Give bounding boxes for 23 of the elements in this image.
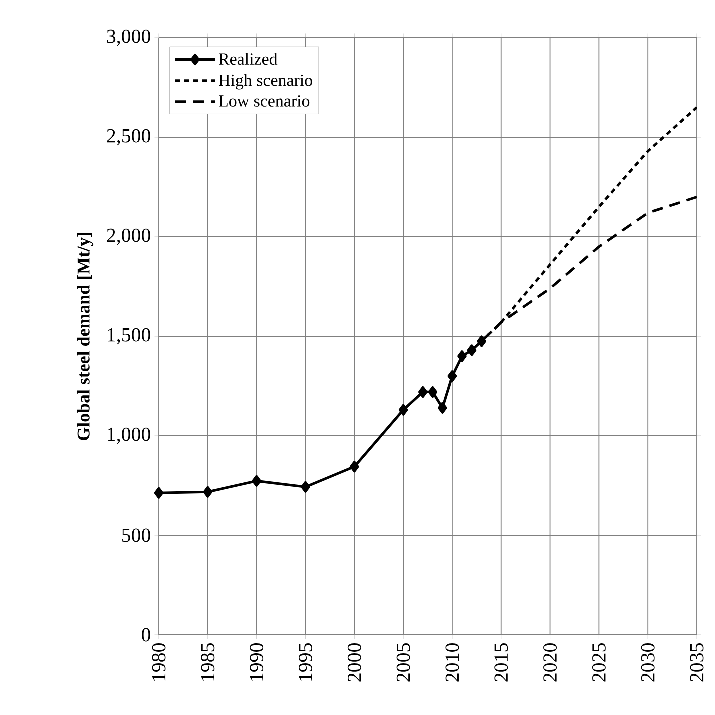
x-tick-label: 1995 xyxy=(299,644,312,681)
y-tick-label: 1,500 xyxy=(108,328,150,345)
y-tick-label: 0 xyxy=(142,628,150,642)
x-tick-label: 2035 xyxy=(690,644,704,682)
y-tick-label: 3,000 xyxy=(107,30,150,46)
legend-label: High scenario xyxy=(219,74,312,90)
y-tick-label: 2,500 xyxy=(107,129,150,146)
x-tick-label: 2010 xyxy=(446,644,460,682)
x-tick-label: 2015 xyxy=(494,644,508,682)
y-tick-label: 500 xyxy=(122,528,150,542)
y-tick-label: 2,000 xyxy=(107,228,150,246)
y-tick-label: 1,000 xyxy=(108,428,150,444)
x-tick-label: 2000 xyxy=(348,644,362,682)
x-tick-label: 1980 xyxy=(152,644,166,681)
x-tick-label: 2030 xyxy=(641,644,655,682)
legend-label: Realized xyxy=(219,53,278,66)
x-tick-label: 2025 xyxy=(592,644,606,682)
x-tick-label: 1985 xyxy=(201,644,215,681)
y-axis-title: Global steel demand [Mt/y] xyxy=(77,232,94,440)
x-tick-label: 2020 xyxy=(544,644,557,682)
x-tick-label: 1990 xyxy=(250,644,264,681)
legend-label: Low scenario xyxy=(219,96,310,107)
x-tick-label: 2005 xyxy=(396,644,410,682)
